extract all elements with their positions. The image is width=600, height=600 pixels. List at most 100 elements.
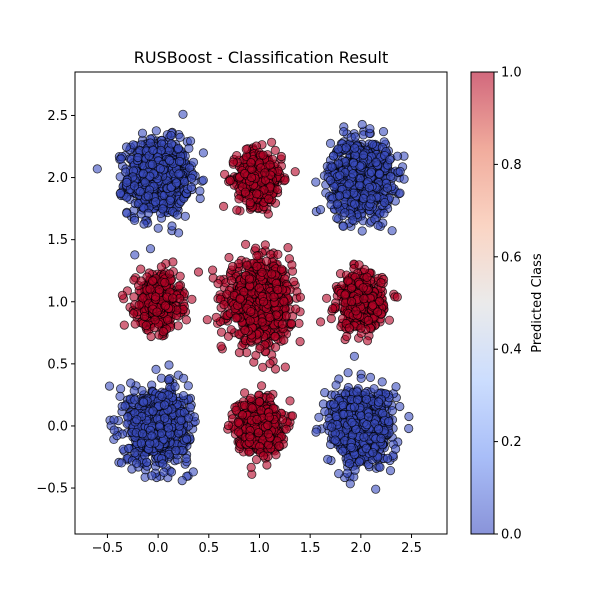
scatter-point [211, 312, 221, 322]
scatter-point [295, 292, 305, 302]
scatter-point [270, 145, 280, 155]
scatter-point [350, 132, 360, 142]
scatter-point [145, 244, 156, 254]
scatter-point [289, 276, 299, 287]
scatter-point [281, 311, 291, 321]
scatter-point [179, 373, 189, 383]
chart-title: RUSBoost - Classification Result [134, 48, 388, 67]
scatter-point [344, 458, 355, 469]
scatter-point [326, 313, 336, 324]
scatter-point [378, 127, 389, 137]
scatter-point [121, 142, 132, 152]
scatter-point [116, 384, 126, 394]
scatter-point [198, 148, 208, 158]
scatter-point [391, 382, 401, 392]
scatter-point [357, 119, 367, 130]
scatter-point [325, 138, 336, 148]
scatter-point [332, 213, 342, 223]
scatter-point [399, 174, 409, 184]
scatter-point [314, 412, 324, 422]
scatter-point [109, 415, 119, 425]
scatter-point [115, 391, 125, 401]
scatter-point [147, 471, 157, 481]
scatter-point [392, 151, 403, 161]
scatter-point [137, 128, 148, 138]
scatter-point [287, 411, 298, 421]
scatter-point [321, 293, 332, 303]
scatter-point [334, 468, 344, 479]
scatter-point [365, 372, 376, 382]
scatter-point [384, 315, 394, 325]
scatter-point [280, 362, 290, 372]
scatter-point [153, 223, 163, 233]
scatter-point [276, 151, 286, 162]
scatter-point [320, 406, 330, 417]
scatter-point [137, 385, 147, 396]
scatter-point [395, 401, 405, 412]
scatter-point [377, 377, 387, 387]
scatter-point [178, 109, 188, 119]
scatter-point [251, 454, 262, 465]
scatter-point [290, 167, 300, 177]
scatter-point [198, 175, 208, 185]
scatter-point [174, 228, 184, 238]
scatter-point [262, 460, 272, 470]
scatter-point [183, 381, 193, 391]
scatter-point [223, 331, 233, 341]
scatter-point [164, 360, 174, 370]
scatter-point [172, 210, 182, 220]
scatter-point [265, 358, 275, 369]
scatter-point [136, 264, 146, 274]
scatter-point [104, 381, 115, 391]
scatter-point [178, 390, 189, 401]
scatter-point [382, 453, 393, 463]
scatter-point [219, 300, 229, 310]
scatter-point [193, 267, 204, 277]
scatter-point [181, 453, 191, 463]
scatter-point [202, 315, 212, 325]
scatter-point [167, 221, 177, 231]
scatter-point [225, 175, 235, 186]
scatter-point [173, 321, 183, 331]
scatter-point [357, 226, 367, 236]
scatter-point [375, 462, 385, 472]
scatter-point [270, 364, 281, 374]
scatter-point [270, 342, 281, 352]
scatter-point [311, 427, 321, 437]
scatter-point [273, 249, 283, 259]
scatter-point [281, 424, 291, 434]
scatter-point [266, 137, 277, 147]
scatter-point [260, 240, 270, 250]
scatter-point [404, 423, 414, 434]
scatter-point [181, 315, 191, 325]
scatter-point [130, 319, 140, 329]
scatter-point [234, 347, 244, 358]
scatter-point [354, 457, 364, 467]
scatter-point [404, 411, 414, 422]
scatter-point [258, 362, 268, 372]
scatter-point [283, 243, 293, 253]
scatter-point [315, 317, 326, 327]
scatter-point [390, 444, 401, 454]
scatter-point [244, 447, 254, 457]
scatter-point [362, 336, 373, 346]
scatter-point [385, 465, 396, 476]
scatter-point [195, 186, 205, 196]
scatter-point [184, 143, 194, 153]
scatter-point [117, 290, 128, 300]
scatter-point [240, 388, 250, 398]
scatter-point [392, 292, 402, 302]
scatter-point [387, 226, 397, 236]
scatter-point [246, 393, 256, 403]
scatter-point [151, 126, 161, 136]
scatter-point [315, 205, 326, 215]
scatter-point [126, 378, 136, 388]
scatter-point [186, 136, 196, 146]
scatter-point [146, 331, 156, 342]
scatter-point [395, 188, 405, 198]
scatter-point [311, 177, 321, 187]
scatter-point [187, 294, 197, 304]
scatter-point [180, 211, 190, 221]
scatter-point [232, 205, 242, 215]
